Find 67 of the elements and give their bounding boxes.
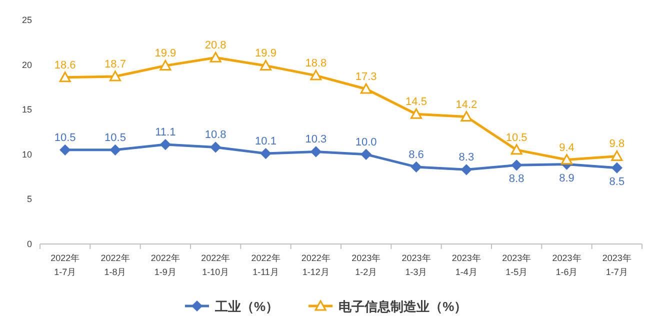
data-label: 10.3 — [305, 134, 327, 146]
data-label: 17.3 — [355, 70, 377, 83]
x-tick-label: 2022年 1-10月 — [201, 253, 230, 277]
data-label: 14.2 — [456, 98, 478, 111]
data-label: 10.1 — [255, 136, 276, 148]
point — [360, 149, 372, 160]
data-label: 10.5 — [54, 132, 76, 144]
x-tick-label: 2023年 1-7月 — [602, 253, 632, 277]
data-label: 19.9 — [255, 48, 276, 60]
data-label: 10.0 — [355, 136, 377, 148]
data-label: 18.8 — [305, 58, 327, 70]
data-label: 9.4 — [559, 142, 574, 154]
x-tick-label: 2023年 1-2月 — [352, 253, 381, 277]
legend-label: 电子信息制造业（%） — [338, 299, 468, 314]
data-label: 8.6 — [408, 148, 424, 161]
x-tick-label: 2022年 1-12月 — [301, 253, 330, 277]
x-tick-label: 2022年 1-8月 — [100, 253, 130, 277]
point — [511, 160, 522, 170]
point — [60, 144, 70, 156]
point — [612, 162, 622, 174]
point — [310, 70, 322, 80]
point — [260, 60, 272, 70]
x-tick-label: 2022年 1-7月 — [50, 253, 80, 277]
y-tick-label: 5 — [26, 194, 32, 204]
data-label: 10.5 — [104, 132, 126, 144]
point — [410, 108, 422, 119]
point — [461, 164, 472, 175]
data-label: 19.9 — [154, 48, 176, 60]
data-label: 8.3 — [458, 152, 474, 164]
point — [411, 162, 422, 172]
point — [360, 83, 372, 94]
data-label: 20.8 — [204, 40, 226, 52]
x-tick-label: 2023年 1-3月 — [402, 253, 431, 277]
point — [460, 111, 472, 122]
data-label: 18.6 — [54, 59, 76, 72]
data-label: 8.9 — [559, 172, 574, 184]
y-tick-label: 0 — [26, 239, 32, 249]
data-label: 14.5 — [406, 96, 427, 108]
point — [260, 148, 271, 159]
y-tick-label: 20 — [22, 60, 32, 70]
point — [510, 144, 522, 155]
point — [210, 142, 221, 152]
data-label: 8.8 — [508, 173, 524, 186]
data-label: 10.8 — [204, 129, 226, 142]
data-label: 11.1 — [155, 126, 176, 139]
point — [210, 52, 222, 62]
y-tick-label: 15 — [22, 104, 32, 115]
point — [160, 139, 171, 150]
point — [59, 72, 71, 82]
x-tick-label: 2023年 1-4月 — [452, 253, 481, 277]
point — [561, 154, 572, 165]
x-tick-label: 2023年 1-6月 — [552, 253, 582, 277]
data-label: 8.5 — [609, 176, 625, 188]
point — [110, 144, 120, 156]
x-tick-label: 2023年 1-5月 — [502, 253, 532, 277]
data-label: 18.7 — [104, 58, 126, 70]
data-label: 10.5 — [506, 132, 528, 144]
point — [160, 60, 172, 70]
legend-label: 工业（%） — [214, 299, 279, 314]
x-tick-label: 2022年 1-9月 — [150, 253, 180, 277]
point — [310, 146, 322, 157]
point — [611, 150, 623, 161]
point — [110, 70, 121, 82]
y-tick-label: 10 — [22, 149, 32, 160]
y-tick-label: 25 — [22, 15, 32, 25]
x-tick-label: 2022年 1-11月 — [251, 253, 280, 277]
data-label: 9.8 — [609, 138, 625, 150]
